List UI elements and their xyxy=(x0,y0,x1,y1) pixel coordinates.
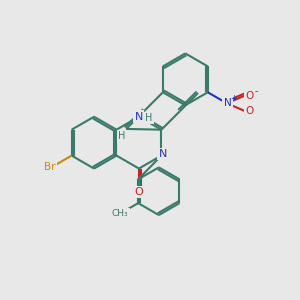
Text: O: O xyxy=(245,91,253,100)
Text: O: O xyxy=(135,187,143,197)
Text: Br: Br xyxy=(44,162,55,172)
Text: CH₃: CH₃ xyxy=(112,209,128,218)
Text: H: H xyxy=(118,131,125,141)
Text: N: N xyxy=(135,112,143,122)
Text: +: + xyxy=(230,94,237,103)
Text: H: H xyxy=(145,113,153,123)
Text: N: N xyxy=(224,98,231,108)
Text: N: N xyxy=(159,149,167,159)
Text: O: O xyxy=(245,106,253,116)
Text: -: - xyxy=(254,86,258,96)
